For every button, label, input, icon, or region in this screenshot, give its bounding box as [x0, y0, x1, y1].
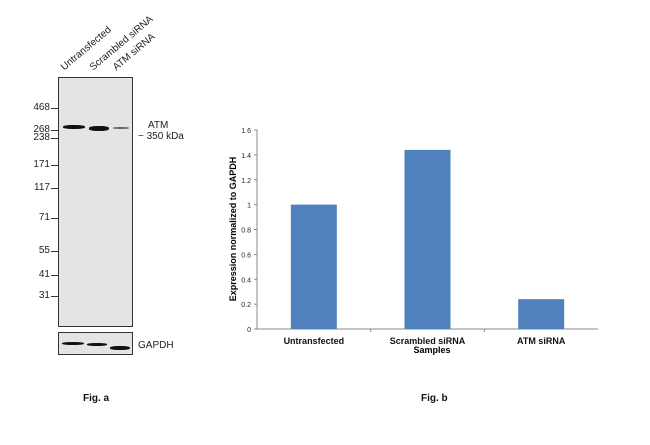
- marker-label: 55: [38, 245, 50, 256]
- x-axis-label: Samples: [413, 345, 450, 355]
- band: [87, 343, 107, 346]
- bar: [404, 149, 451, 329]
- band: [89, 126, 109, 131]
- y-tick-label: 1: [247, 203, 251, 210]
- y-tick-label: 0.4: [241, 277, 251, 284]
- bar: [518, 299, 565, 329]
- gapdh-blot-membrane: [58, 332, 133, 355]
- band: [110, 346, 130, 350]
- fig-a-caption: Fig. a: [83, 393, 110, 404]
- atm-label: ATM: [148, 120, 169, 131]
- bar: [290, 204, 337, 329]
- x-tick-label: Untransfected: [284, 336, 345, 346]
- marker-label: 117: [34, 182, 50, 193]
- marker-label: 71: [38, 212, 50, 223]
- marker-label: 41: [38, 269, 50, 280]
- y-tick-label: 1.4: [241, 153, 251, 160]
- x-tick-label: Scrambled siRNA: [390, 336, 466, 346]
- marker-label: 238: [33, 132, 50, 143]
- y-tick-label: 0.6: [241, 252, 251, 259]
- y-tick-label: 1.2: [241, 178, 251, 185]
- x-tick-label: ATM siRNA: [517, 336, 566, 346]
- fig-b-caption: Fig. b: [421, 393, 448, 404]
- gapdh-label: GAPDH: [138, 340, 174, 351]
- marker-label: 468: [33, 102, 50, 113]
- marker-label: 171: [33, 159, 50, 170]
- band: [63, 125, 85, 129]
- y-tick-label: 0: [247, 327, 251, 334]
- atm-size-label: ~ 350 kDa: [138, 131, 184, 142]
- atm-blot-membrane: [58, 77, 133, 327]
- y-tick-label: 1.6: [241, 128, 251, 135]
- band: [113, 127, 129, 129]
- marker-label: 268: [33, 124, 50, 135]
- band: [62, 342, 84, 345]
- y-tick-label: 0.8: [241, 228, 251, 235]
- marker-label: 31: [38, 290, 50, 301]
- y-axis-label: Expression normalized to GAPDH: [228, 157, 238, 302]
- y-tick-label: 0.2: [241, 302, 251, 309]
